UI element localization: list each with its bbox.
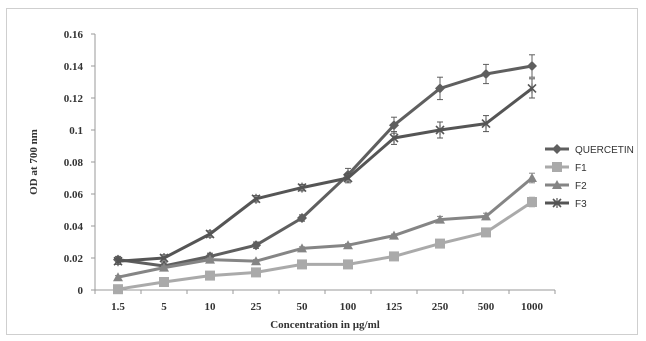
data-point-f2: [113, 272, 123, 282]
y-tick-label: 0.12: [64, 93, 84, 105]
x-tick-label: 1000: [521, 301, 544, 313]
legend-symbol-f3: [545, 198, 569, 208]
legend-label-quercetin: QUERCETIN: [575, 145, 634, 156]
x-tick-label: 125: [386, 301, 403, 313]
legend-item-f2: F2: [545, 180, 587, 192]
legend-symbol-quercetin: [545, 144, 569, 154]
data-point-f3: [481, 118, 491, 129]
legend-marker: [552, 162, 562, 172]
series-f3: [113, 78, 537, 267]
x-tick-label: 250: [432, 301, 449, 313]
data-point-f3: [343, 173, 353, 183]
y-tick-label: 0.04: [64, 221, 84, 233]
x-tick-label: 5: [161, 301, 167, 313]
legend-label-f1: F1: [575, 163, 587, 174]
data-point-f1: [159, 277, 169, 287]
y-tick-label: 0.02: [64, 253, 84, 265]
legend-symbol-f1: [545, 162, 569, 172]
data-point-f1: [481, 227, 491, 238]
legend-item-quercetin: QUERCETIN: [545, 144, 634, 156]
data-point-f2: [389, 230, 399, 240]
legend-item-f3: F3: [545, 198, 587, 210]
line-chart: 0 0.02 0.04 0.06 0.08 0.1 0.12 0.14 0.16 1.5 5 10 2…: [28, 29, 634, 331]
y-tick-label: 0: [78, 285, 84, 297]
x-tick-label: 10: [205, 301, 217, 313]
y-axis-label: OD at 700 nm: [28, 129, 40, 195]
series-quercetin: [113, 54, 537, 271]
data-point-f3: [205, 229, 215, 239]
data-point-f2: [251, 256, 261, 266]
data-point-f2: [481, 211, 491, 221]
data-point-quercetin: [251, 240, 261, 251]
series-f2: [113, 172, 537, 282]
x-axis-label: Concentration in µg/ml: [270, 319, 380, 331]
legend-marker: [552, 198, 562, 208]
y-tick-label: 0.1: [69, 125, 83, 137]
series-layer: [113, 54, 537, 295]
data-point-f2: [527, 173, 537, 182]
data-point-f2: [297, 243, 307, 253]
data-point-f2: [205, 254, 215, 264]
data-point-f1: [205, 270, 215, 281]
data-point-quercetin: [389, 120, 399, 131]
data-point-f1: [389, 251, 399, 262]
x-tick-label: 1.5: [111, 301, 125, 313]
data-point-f3: [527, 83, 537, 94]
x-axis-ticks: 1.5 5 10 25 50 100 125 250 500 1000: [94, 290, 556, 313]
series-line-quercetin: [117, 64, 533, 268]
data-point-f3: [389, 133, 399, 143]
data-point-f2: [159, 262, 169, 272]
data-point-f2: [435, 214, 445, 224]
x-tick-label: 100: [340, 301, 357, 313]
data-point-quercetin: [435, 83, 445, 94]
chart-frame: 0 0.02 0.04 0.06 0.08 0.1 0.12 0.14 0.16 1.5 5 10 2…: [6, 8, 638, 335]
legend-marker: [552, 180, 562, 189]
legend-marker: [552, 144, 562, 154]
data-point-f3: [297, 182, 307, 193]
y-tick-label: 0.16: [64, 29, 84, 41]
data-point-quercetin: [527, 61, 537, 71]
series-line-f1: [117, 200, 533, 291]
y-tick-label: 0.14: [64, 61, 84, 73]
data-point-f3: [113, 256, 123, 267]
data-point-f1: [251, 267, 261, 278]
data-point-f2: [343, 240, 353, 250]
legend-item-f1: F1: [545, 162, 587, 174]
series-f1: [113, 196, 537, 295]
data-point-f3: [159, 253, 169, 263]
x-tick-label: 25: [251, 301, 263, 313]
data-point-f3: [435, 125, 445, 135]
y-tick-label: 0.06: [64, 189, 84, 201]
legend: QUERCETIN F1 F2 F3: [545, 144, 634, 210]
legend-label-f3: F3: [575, 199, 587, 210]
data-point-quercetin: [481, 69, 491, 79]
data-point-f1: [297, 259, 307, 270]
y-axis-ticks: 0 0.02 0.04 0.06 0.08 0.1 0.12 0.14 0.16: [64, 29, 95, 297]
data-point-f1: [113, 284, 123, 295]
data-point-f1: [435, 238, 445, 249]
x-tick-label: 50: [297, 301, 309, 313]
legend-symbol-f2: [545, 180, 569, 189]
series-line-f3: [117, 87, 533, 263]
x-tick-label: 500: [478, 301, 495, 313]
legend-label-f2: F2: [575, 181, 587, 192]
series-line-f2: [117, 176, 533, 279]
data-point-quercetin: [297, 213, 307, 223]
y-tick-label: 0.08: [64, 157, 84, 169]
data-point-f1: [527, 197, 537, 207]
data-point-f3: [251, 193, 261, 204]
data-point-f1: [343, 259, 353, 270]
